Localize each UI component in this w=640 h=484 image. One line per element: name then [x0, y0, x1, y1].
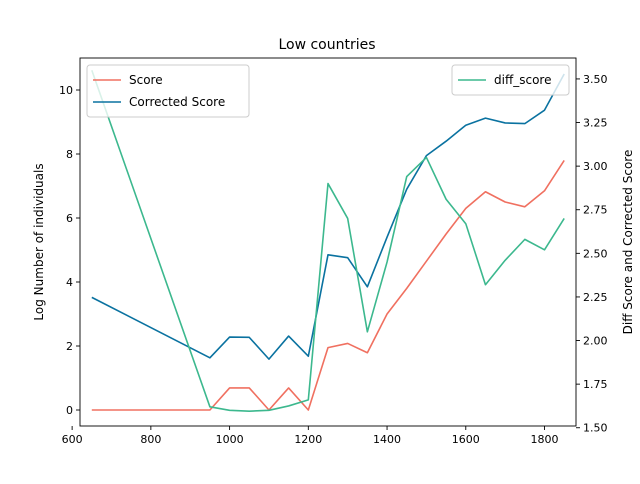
legend-label: Corrected Score: [129, 95, 225, 109]
y-axis-label-left: Log Number of individuals: [32, 163, 46, 320]
legend-label: Score: [129, 73, 163, 87]
x-tick-label: 600: [62, 433, 83, 446]
y-tick-label-left: 2: [66, 340, 73, 353]
series-line-diff-score: [91, 69, 565, 412]
axes: 600 800 1000 1200 1400 1600 1800 0 2 4 6 8 10 1.50 1.7…: [59, 57, 608, 446]
chart-title: Low countries: [278, 37, 375, 53]
y-tick-label-right: 3.50: [583, 73, 608, 86]
y-tick-label-right: 1.75: [583, 378, 608, 391]
x-tick-label: 1800: [531, 433, 559, 446]
legend-right: diff_score: [451, 64, 570, 96]
y-tick-label-right: 3.00: [583, 160, 608, 173]
x-tick-label: 1000: [216, 433, 244, 446]
y-tick-label-left: 8: [66, 148, 73, 161]
y-tick-label-right: 1.50: [583, 422, 608, 435]
y-tick-label-left: 0: [66, 404, 73, 417]
x-tick-label: 1600: [452, 433, 480, 446]
y-tick-label-right: 3.25: [583, 117, 608, 130]
x-tick-label: 1400: [373, 433, 401, 446]
legend-left: Score Corrected Score: [86, 64, 250, 118]
y-tick-label-left: 4: [66, 276, 73, 289]
x-tick-label: 1200: [294, 433, 322, 446]
legend-label: diff_score: [494, 73, 551, 87]
legend-box: [451, 64, 570, 96]
series-line-score: [91, 159, 565, 411]
axes-frame: [79, 57, 577, 427]
y-tick-label-right: 2.75: [583, 204, 608, 217]
series-line-corrected-score: [91, 73, 565, 360]
plot-area: [91, 69, 565, 412]
y-tick-label-left: 10: [59, 84, 73, 97]
x-tick-label: 800: [140, 433, 161, 446]
y-tick-label-right: 2.00: [583, 335, 608, 348]
y-tick-label-left: 6: [66, 212, 73, 225]
y-tick-label-right: 2.50: [583, 247, 608, 260]
y-tick-label-right: 2.25: [583, 291, 608, 304]
legend-box: [86, 64, 250, 118]
y-axis-label-right: Diff Score and Corrected Score: [621, 150, 635, 335]
